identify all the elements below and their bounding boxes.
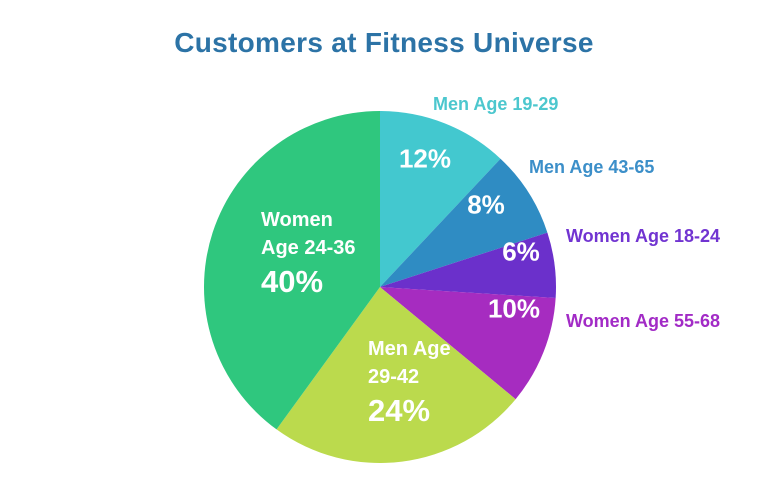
chart-title: Customers at Fitness Universe	[174, 27, 594, 58]
slice-pct-men-43-65: 8%	[467, 189, 505, 220]
pie-slice-5	[203, 111, 380, 430]
slice-callout-men-43-65: Men Age 43-65	[529, 157, 655, 177]
slice-inline-line: Men Age	[368, 338, 451, 360]
slice-callout-women-18-24: Women Age 18-24	[566, 226, 721, 246]
slice-inline-line: 29-42	[368, 366, 420, 388]
slice-pct-women-24-36: 40%	[261, 264, 324, 299]
pie-slice-2	[380, 232, 556, 299]
slice-pct-men-19-29: 12%	[398, 143, 452, 174]
slice-inline-label-men-29-42: Men Age 29-42 24%	[368, 335, 451, 428]
slice-pct-women-55-68: 10%	[487, 293, 541, 324]
slice-callout-women-55-68: Women Age 55-68	[566, 311, 721, 331]
pie-slice-3	[380, 287, 556, 400]
slice-callout-men-19-29: Men Age 19-29	[433, 94, 559, 114]
slice-inline-label-women-24-36: Women Age 24-36 40%	[261, 206, 356, 299]
slice-pct-women-18-24: 6%	[502, 236, 540, 267]
pie-slice-1	[380, 158, 548, 287]
slice-inline-line: Age 24-36	[261, 237, 356, 259]
pie-slice-0	[380, 111, 501, 287]
pie-slice-4	[276, 287, 516, 464]
slice-pct-men-29-42: 24%	[368, 393, 431, 428]
slice-inline-line: Women	[261, 209, 333, 231]
